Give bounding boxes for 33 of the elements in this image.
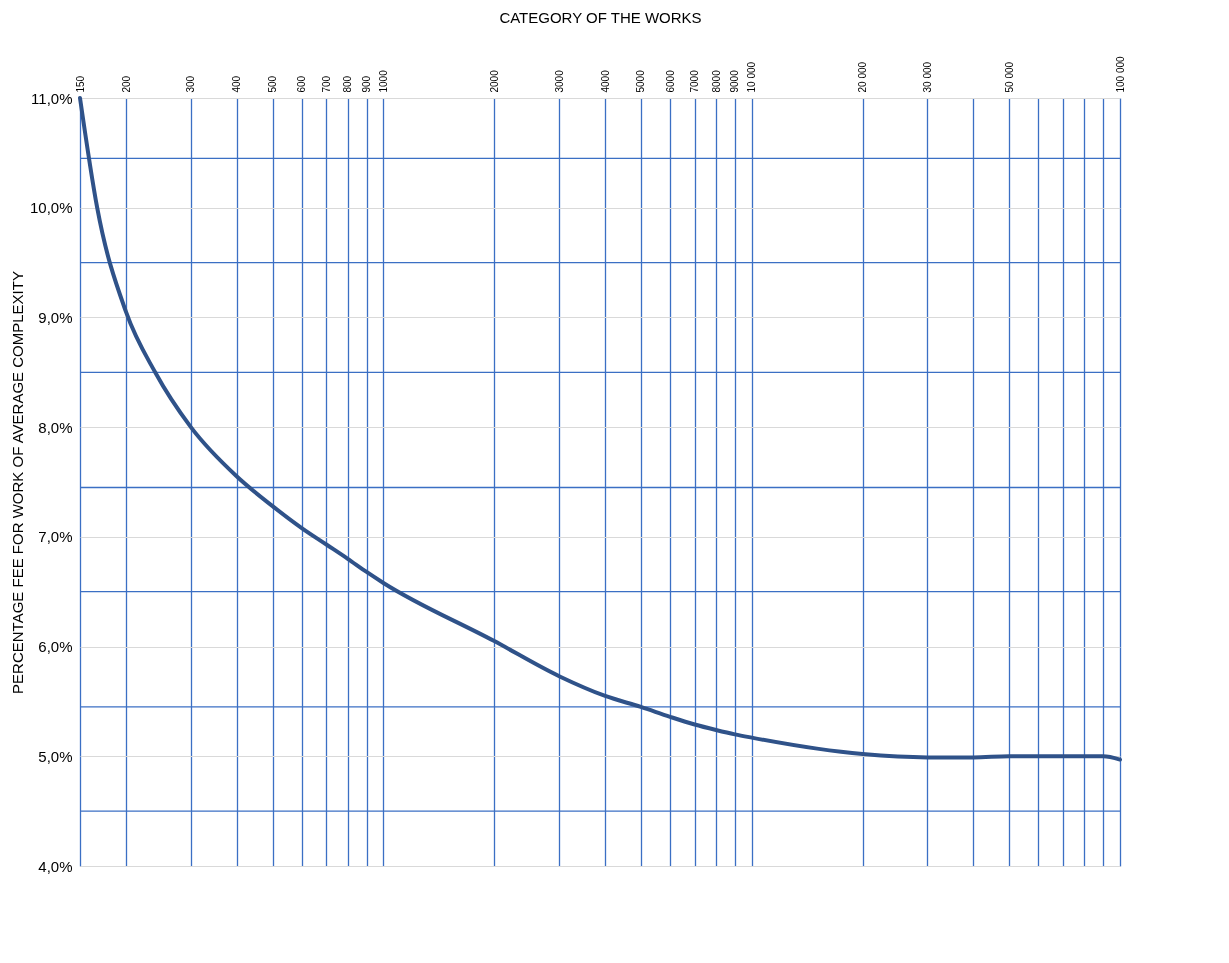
x-axis-title: CATEGORY OF THE WORKS: [499, 9, 702, 27]
y-tick-label: 5,0%: [38, 747, 73, 765]
x-tick-label: 50 000: [1003, 61, 1015, 93]
x-tick-label: 200: [120, 75, 132, 93]
x-tick-label: 20 000: [857, 61, 869, 93]
x-tick-label: 6000: [664, 69, 676, 93]
x-tick-label: 8000: [710, 69, 722, 93]
x-tick-label: 30 000: [921, 61, 933, 93]
x-tick-label: 150: [74, 75, 86, 93]
x-tick-label: 4000: [599, 69, 611, 93]
y-tick-label: 8,0%: [38, 418, 73, 436]
x-tick-label: 500: [267, 75, 279, 93]
x-tick-label: 7000: [689, 69, 701, 93]
y-tick-label: 9,0%: [38, 308, 73, 326]
x-tick-label: 700: [320, 75, 332, 93]
y-tick-label: 7,0%: [38, 528, 73, 546]
x-tick-label: 1000: [377, 69, 389, 93]
y-tick-label: 11,0%: [31, 89, 73, 107]
x-tick-label: 9000: [729, 69, 741, 93]
x-tick-label: 300: [185, 75, 197, 93]
x-tick-label: 3000: [553, 69, 565, 93]
x-tick-label: 800: [342, 75, 354, 93]
y-tick-label: 4,0%: [38, 857, 73, 875]
x-tick-label: 100 000: [1114, 55, 1126, 93]
y-tick-label: 6,0%: [38, 638, 73, 656]
y-tick-label: 10,0%: [29, 199, 73, 217]
x-tick-label: 900: [361, 75, 373, 93]
x-tick-label: 5000: [635, 69, 647, 93]
x-tick-label: 10 000: [746, 61, 758, 93]
x-tick-label: 400: [231, 75, 243, 93]
x-tick-label: 600: [296, 75, 308, 93]
y-axis-title: PERCENTAGE FEE FOR WORK OF AVERAGE COMPLEXITY: [8, 271, 26, 694]
x-tick-label: 2000: [488, 69, 500, 93]
